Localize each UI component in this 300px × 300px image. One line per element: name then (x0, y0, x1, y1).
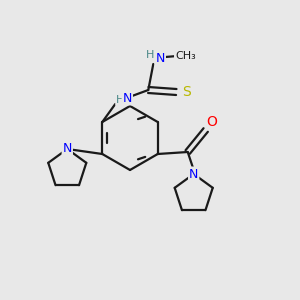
Text: N: N (123, 92, 132, 104)
Text: N: N (189, 167, 198, 181)
Text: O: O (206, 115, 217, 129)
Text: N: N (156, 52, 165, 65)
Text: CH₃: CH₃ (175, 51, 196, 61)
Text: N: N (63, 142, 72, 155)
Text: S: S (182, 85, 191, 99)
Text: H: H (116, 95, 124, 105)
Text: H: H (146, 50, 154, 60)
